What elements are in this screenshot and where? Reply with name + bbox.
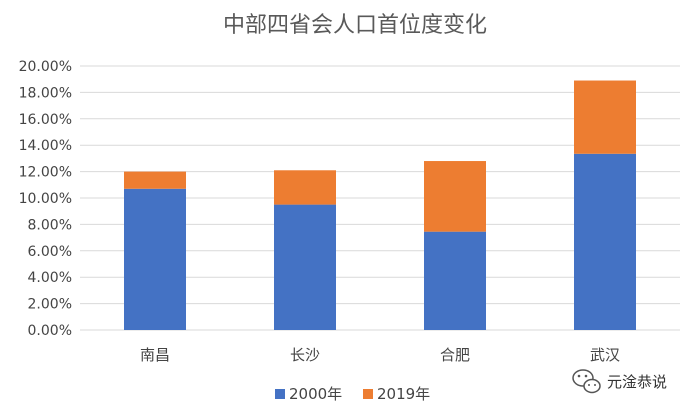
y-axis-ticks: 0.00% 2.00% 4.00% 6.00% 8.00% 10.00% 12.00% 14.…: [19, 59, 72, 339]
legend-swatch: [363, 389, 373, 399]
bar-segment: [574, 80, 636, 154]
y-tick-label: 10.00%: [19, 191, 72, 207]
y-tick-label: 6.00%: [28, 244, 72, 260]
bar-segment: [124, 188, 186, 330]
y-tick-label: 2.00%: [28, 297, 72, 313]
y-tick-label: 18.00%: [19, 85, 72, 101]
legend: 2000年 2019年: [275, 385, 430, 403]
legend-label: 2000年: [289, 385, 342, 403]
legend-label: 2019年: [377, 385, 430, 403]
y-tick-label: 4.00%: [28, 270, 72, 286]
wechat-icon: [572, 369, 601, 394]
x-tick-label: 长沙: [290, 346, 320, 364]
watermark: 元淦恭说: [572, 369, 667, 394]
y-tick-label: 8.00%: [28, 217, 72, 233]
legend-swatch: [275, 389, 285, 399]
bar-segment: [274, 170, 336, 205]
y-tick-label: 14.00%: [19, 138, 72, 154]
x-tick-label: 合肥: [440, 346, 470, 364]
x-tick-label: 南昌: [140, 346, 170, 364]
bar-segment: [274, 204, 336, 330]
bars: [124, 80, 636, 330]
bar-segment: [124, 171, 186, 189]
x-axis-labels: 南昌 长沙 合肥 武汉: [140, 346, 620, 364]
y-tick-label: 20.00%: [19, 59, 72, 75]
chart-title: 中部四省会人口首位度变化: [223, 13, 487, 38]
bar-segment: [574, 153, 636, 330]
y-tick-label: 12.00%: [19, 165, 72, 181]
watermark-text: 元淦恭说: [607, 373, 667, 391]
bar-segment: [424, 231, 486, 330]
x-tick-label: 武汉: [590, 346, 620, 364]
bar-segment: [424, 161, 486, 232]
y-tick-label: 0.00%: [28, 323, 72, 339]
y-tick-label: 16.00%: [19, 112, 72, 128]
